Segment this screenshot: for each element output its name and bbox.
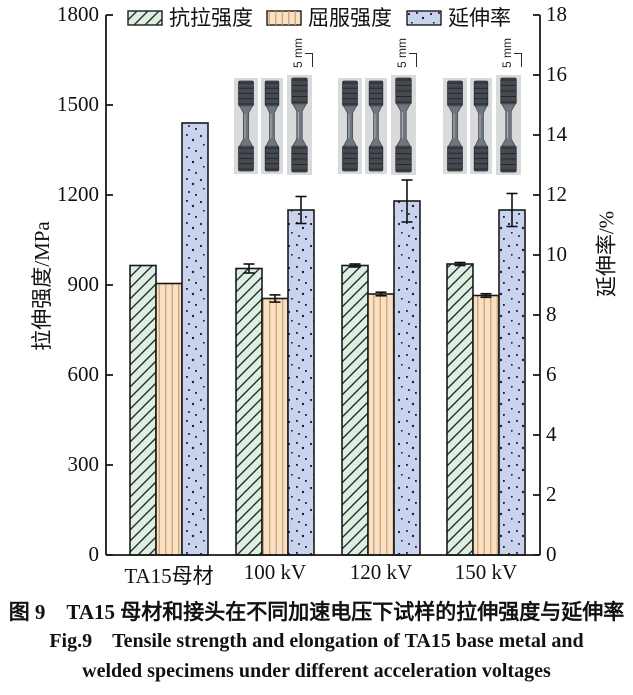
bar-tensile-strength-3 [446,263,474,556]
bar-yield-strength-3 [472,294,500,556]
bar-yield-strength-1 [261,297,289,556]
y-tick-label-left-0: 0 [88,542,100,566]
specimen-photo [391,75,416,175]
y-tick-label-right-6: 6 [546,362,557,386]
axes [105,14,541,556]
error-bar-tensile-strength-2 [349,263,361,268]
specimen-photo-group-150 kV [443,75,521,175]
legend-label: 屈服强度 [308,6,392,30]
scale-bar-label: 5 mm [291,38,305,68]
scale-bar-bracket [409,53,417,67]
specimen-photo-insets [234,75,521,175]
bar-groups [129,122,526,556]
y-tick-label-right-4: 4 [546,422,557,446]
bar-elongation-0 [181,122,209,556]
y-tick-label-left-900: 900 [67,272,100,296]
specimen-photo [470,78,492,174]
y-tick-label-right-10: 10 [546,242,567,266]
bar-yield-strength-2 [367,293,395,556]
y-tick-label-right-18: 18 [546,2,567,26]
x-tick-label-120kv: 120 kV [349,560,413,584]
legend-item-yield-strength: 屈服强度 [266,6,392,30]
figure-caption-english-line2: welded specimens under different acceler… [82,660,551,682]
x-tick-label-100kv: 100 kV [243,560,307,584]
legend-swatch-diagonal-hatch [127,10,163,26]
scale-bar-bracket [305,53,313,67]
legend-label: 延伸率 [448,6,511,30]
y-tick-label-left-300: 300 [67,452,100,476]
bar-tensile-strength-0 [129,264,157,556]
error-bar-yield-strength-3 [480,292,492,299]
bar-elongation-2 [393,200,421,556]
y-tick-label-right-16: 16 [546,62,567,86]
figure-caption-english-line1: Fig.9 Tensile strength and elongation of… [49,630,584,652]
error-bar-elongation-1 [295,195,307,225]
specimen-photo [287,75,312,175]
bar-yield-strength-0 [155,282,183,556]
scale-bar-label: 5 mm [395,38,409,68]
specimen-photo [365,78,387,174]
figure-caption-chinese: 图 9 TA15 母材和接头在不同加速电压下试样的拉伸强度与延伸率 [8,600,625,624]
error-bar-yield-strength-2 [375,291,387,297]
y-tick-label-right-12: 12 [546,182,567,206]
error-bar-tensile-strength-3 [454,261,466,267]
specimen-photo [496,75,521,175]
legend-label: 抗拉强度 [169,6,253,30]
specimen-photo [338,78,362,174]
y-tick-label-left-1800: 1800 [57,2,99,26]
legend-swatch-dotted [406,10,442,26]
bar-tensile-strength-1 [235,267,263,556]
specimen-photo [443,78,467,174]
y-tick-label-right-2: 2 [546,482,557,506]
legend-item-elongation: 延伸率 [406,6,511,30]
y-tick-label-right-8: 8 [546,302,557,326]
error-bar-elongation-2 [401,179,413,223]
y-tick-label-left-600: 600 [67,362,100,386]
y-tick-label-right-14: 14 [546,122,567,146]
specimen-photo [234,78,258,174]
bar-tensile-strength-2 [341,264,369,556]
y-tick-label-right-0: 0 [546,542,557,566]
error-bars [243,179,518,303]
scale-bar-label: 5 mm [500,38,514,68]
scale-bar-bracket [514,53,522,67]
specimen-photo-group-100 kV [234,75,312,175]
error-bar-yield-strength-1 [269,294,281,303]
error-bar-tensile-strength-1 [243,263,255,274]
legend-swatch-vertical-hatch [266,10,302,26]
error-bar-elongation-3 [506,192,518,228]
bar-elongation-3 [498,209,526,556]
bar-elongation-1 [287,209,315,556]
x-tick-label-ta15: TA15母材 [124,564,214,588]
x-tick-label-150kv: 150 kV [454,560,518,584]
specimen-photo [261,78,283,174]
y-axis-title-right: 延伸率/% [594,210,619,298]
y-tick-label-left-1500: 1500 [57,92,99,116]
legend-item-tensile-strength: 抗拉强度 [127,6,253,30]
y-tick-label-left-1200: 1200 [57,182,99,206]
specimen-photo-group-120 kV [338,75,416,175]
